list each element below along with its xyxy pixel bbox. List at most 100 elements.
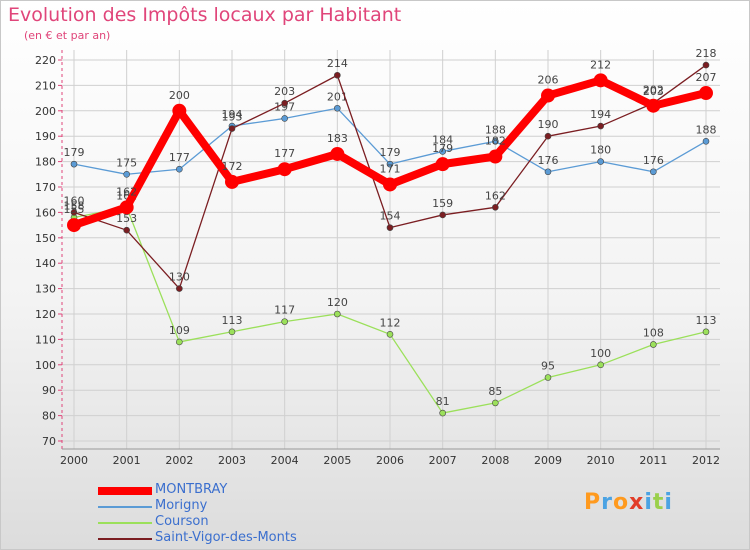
point-saint-vigor-des-monts-2005 bbox=[334, 71, 341, 79]
y-tick-label-170: 170 bbox=[35, 181, 56, 194]
data-label-courson-2009: 95 bbox=[541, 360, 555, 373]
point-morigny-2001 bbox=[123, 171, 130, 178]
y-tick-label-130: 130 bbox=[35, 283, 56, 296]
data-label-montbray-2006: 171 bbox=[380, 162, 401, 175]
legend-item-courson: Courson bbox=[98, 514, 328, 531]
data-label-saint-vigor-des-monts-2010: 194 bbox=[590, 108, 611, 121]
logo-letter: o bbox=[612, 490, 630, 515]
data-label-saint-vigor-des-monts-2009: 190 bbox=[538, 118, 559, 131]
point-morigny-2007 bbox=[439, 148, 446, 155]
point-morigny-2011 bbox=[650, 168, 657, 176]
data-label-saint-vigor-des-monts-2008: 162 bbox=[485, 189, 506, 202]
y-tick-label-100: 100 bbox=[35, 359, 56, 372]
point-courson-2007 bbox=[439, 409, 446, 417]
data-label-morigny-2002: 177 bbox=[169, 151, 190, 164]
y-tick-label-110: 110 bbox=[35, 333, 56, 346]
x-tick-label-2005: 2005 bbox=[323, 454, 351, 467]
data-label-saint-vigor-des-monts-2002: 130 bbox=[169, 271, 190, 284]
point-morigny-2004 bbox=[281, 115, 288, 122]
data-label-montbray-2002: 200 bbox=[169, 89, 190, 102]
y-tick-label-70: 70 bbox=[42, 435, 56, 448]
legend-swatch-saint-vigor bbox=[98, 538, 152, 540]
point-montbray-2002 bbox=[172, 103, 187, 118]
data-label-morigny-2009: 176 bbox=[538, 154, 559, 167]
point-saint-vigor-des-monts-2007 bbox=[439, 211, 446, 219]
data-label-montbray-2012: 207 bbox=[696, 71, 717, 84]
point-courson-2003 bbox=[228, 328, 236, 336]
x-tick-label-2002: 2002 bbox=[165, 454, 193, 467]
y-tick-label-190: 190 bbox=[35, 130, 56, 143]
x-tick-label-2011: 2011 bbox=[639, 454, 667, 467]
data-label-saint-vigor-des-monts-2003: 193 bbox=[222, 111, 243, 124]
point-montbray-2003 bbox=[225, 174, 239, 189]
data-label-courson-2006: 112 bbox=[380, 316, 401, 329]
point-courson-2010 bbox=[597, 361, 604, 369]
logo-letter: i bbox=[644, 490, 653, 515]
point-saint-vigor-des-monts-2002 bbox=[176, 285, 183, 292]
x-tick-label-2007: 2007 bbox=[429, 454, 457, 467]
point-saint-vigor-des-monts-2010 bbox=[597, 122, 604, 130]
legend-label-courson: Courson bbox=[155, 514, 209, 529]
data-label-saint-vigor-des-monts-2004: 203 bbox=[274, 85, 295, 98]
point-morigny-2005 bbox=[334, 104, 341, 112]
chart-title: Evolution des Impôts locaux par Habitant bbox=[8, 4, 402, 26]
point-morigny-2012 bbox=[702, 137, 710, 145]
legend-item-morigny: Morigny bbox=[98, 498, 328, 515]
data-label-montbray-2011: 202 bbox=[643, 84, 664, 97]
legend-item-montbray: MONTBRAY bbox=[98, 482, 328, 499]
point-saint-vigor-des-monts-2001 bbox=[123, 226, 130, 234]
legend-swatch-montbray bbox=[98, 487, 152, 495]
point-montbray-2008 bbox=[488, 149, 503, 164]
data-label-morigny-2011: 176 bbox=[643, 154, 664, 167]
legend-item-saint-vigor: Saint-Vigor-des-Monts bbox=[98, 530, 328, 547]
data-label-courson-2007: 81 bbox=[436, 395, 450, 408]
legend-label-morigny: Morigny bbox=[155, 498, 208, 513]
point-saint-vigor-des-monts-2008 bbox=[492, 204, 499, 211]
logo-letter: P bbox=[584, 490, 602, 515]
data-label-saint-vigor-des-monts-2007: 159 bbox=[432, 197, 453, 210]
data-label-morigny-2008: 188 bbox=[485, 123, 506, 136]
x-tick-label-2006: 2006 bbox=[376, 454, 404, 467]
data-label-courson-2008: 85 bbox=[488, 385, 502, 398]
point-courson-2009 bbox=[544, 374, 552, 381]
x-tick-label-2000: 2000 bbox=[60, 454, 88, 467]
x-tick-label-2003: 2003 bbox=[218, 454, 246, 467]
point-montbray-2004 bbox=[277, 162, 292, 177]
chart-subtitle: (en € et par an) bbox=[24, 29, 111, 42]
point-saint-vigor-des-monts-2012 bbox=[702, 61, 710, 69]
point-montbray-2011 bbox=[646, 98, 661, 113]
x-tick-label-2008: 2008 bbox=[481, 454, 509, 467]
point-courson-2008 bbox=[492, 399, 499, 407]
data-label-morigny-2006: 179 bbox=[380, 146, 401, 159]
point-montbray-2012 bbox=[699, 86, 713, 101]
point-saint-vigor-des-monts-2004 bbox=[281, 99, 288, 107]
data-label-courson-2011: 108 bbox=[643, 326, 664, 339]
data-label-morigny-2012: 188 bbox=[696, 123, 717, 136]
point-saint-vigor-des-monts-2006 bbox=[386, 224, 394, 231]
data-label-courson-2012: 113 bbox=[696, 314, 717, 327]
x-tick-label-2010: 2010 bbox=[587, 454, 615, 467]
data-label-montbray-2004: 177 bbox=[274, 147, 295, 160]
data-label-courson-2010: 100 bbox=[590, 347, 611, 360]
data-label-saint-vigor-des-monts-2000: 160 bbox=[64, 194, 85, 207]
data-label-morigny-2001: 175 bbox=[116, 156, 137, 169]
point-morigny-2002 bbox=[176, 165, 183, 173]
data-label-courson-2005: 120 bbox=[327, 296, 348, 309]
x-tick-label-2009: 2009 bbox=[534, 454, 562, 467]
point-montbray-2000 bbox=[67, 218, 81, 233]
point-morigny-2009 bbox=[544, 168, 552, 176]
data-label-courson-2003: 113 bbox=[222, 314, 243, 327]
x-tick-label-2012: 2012 bbox=[692, 454, 720, 467]
data-label-morigny-2000: 179 bbox=[64, 146, 85, 159]
data-label-saint-vigor-des-monts-2001: 153 bbox=[116, 212, 137, 225]
point-courson-2006 bbox=[386, 331, 394, 338]
x-tick-label-2001: 2001 bbox=[113, 454, 141, 467]
logo-letter: t bbox=[652, 490, 665, 515]
y-tick-label-210: 210 bbox=[35, 79, 56, 92]
point-courson-2012 bbox=[702, 328, 710, 336]
point-montbray-2007 bbox=[435, 157, 450, 172]
point-courson-2002 bbox=[176, 338, 183, 346]
data-label-morigny-2004: 197 bbox=[274, 100, 295, 113]
y-tick-label-160: 160 bbox=[35, 206, 56, 219]
